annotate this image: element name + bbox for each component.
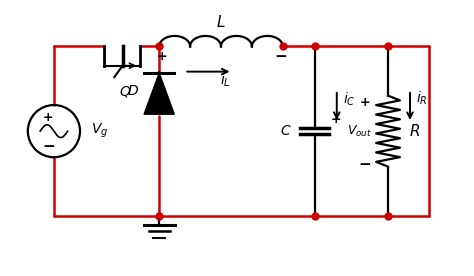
Text: $V_g$: $V_g$	[91, 122, 109, 140]
Text: $i_C$: $i_C$	[343, 91, 356, 108]
Text: L: L	[217, 15, 225, 30]
Text: $i_L$: $i_L$	[220, 72, 231, 89]
Text: R: R	[409, 124, 420, 139]
Text: −: −	[42, 139, 55, 154]
Text: +: +	[330, 113, 341, 126]
Text: −: −	[274, 49, 287, 64]
Polygon shape	[144, 73, 174, 114]
Text: $V_{out}$: $V_{out}$	[347, 124, 372, 139]
Text: −: −	[359, 156, 372, 172]
Text: +: +	[360, 96, 371, 109]
Text: C: C	[280, 124, 290, 138]
Text: +: +	[156, 50, 167, 63]
Text: +: +	[43, 111, 54, 124]
Text: $i_R$: $i_R$	[416, 89, 428, 107]
Text: Q: Q	[119, 85, 130, 99]
Text: D: D	[128, 84, 138, 98]
